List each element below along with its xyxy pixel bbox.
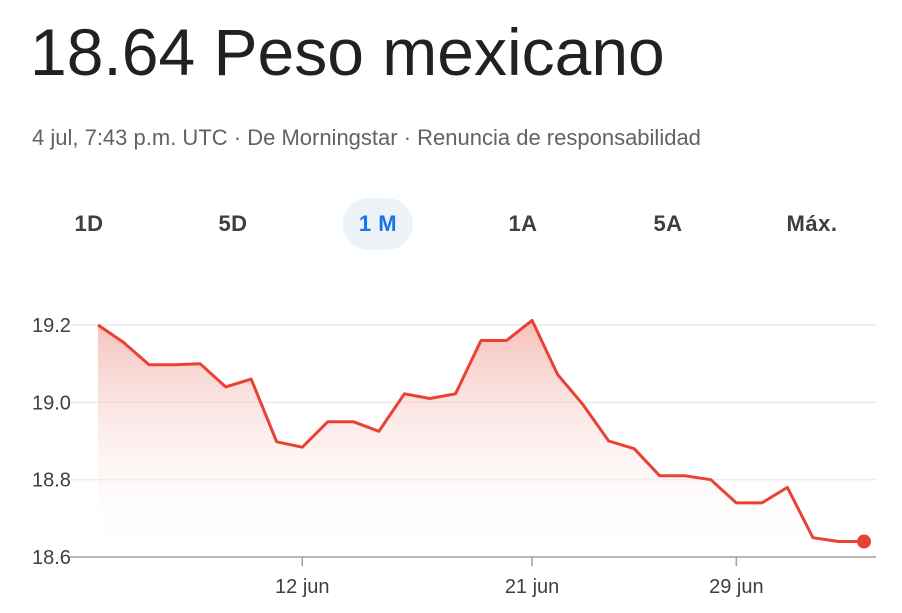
area-fill [98,320,864,557]
currency-name: Peso mexicano [213,15,665,89]
tab-1d[interactable]: 1D [74,211,104,236]
x-tick-label: 29 jun [709,576,764,598]
tab-max[interactable]: Máx. [786,211,838,236]
x-tick-label: 21 jun [505,576,560,598]
y-tick-label: 19.0 [32,392,71,414]
tab-1m[interactable]: 1 M [342,198,414,250]
source-link[interactable]: De Morningstar [247,125,398,150]
x-tick-label: 12 jun [275,576,330,598]
timestamp: 4 jul, 7:43 p.m. UTC [32,125,228,150]
series-line [97,318,864,543]
price-value: 18.64 [30,15,196,89]
quote-meta: 4 jul, 7:43 p.m. UTC · De Morningstar · … [32,125,701,151]
y-tick-label: 18.8 [32,470,71,492]
last-point-marker [857,534,871,549]
tab-5a[interactable]: 5A [653,211,683,236]
y-axis-labels: 18.6 18.8 19.0 19.2 [32,315,71,569]
tab-5d[interactable]: 5D [218,211,248,236]
tab-1a[interactable]: 1A [508,211,538,236]
x-axis-ticks: 12 jun 21 jun 29 jun [275,557,764,598]
separator: · [227,125,248,150]
price-chart[interactable]: 18.6 18.8 19.0 19.2 12 jun 21 jun 29 jun [0,280,902,613]
page-title: 18.64 Peso mexicano [30,14,665,90]
range-tabs: 1D 5D 1 M 1A 5A Máx. [0,198,902,252]
y-tick-label: 19.2 [32,315,71,337]
separator: · [397,125,418,150]
disclaimer-link[interactable]: Renuncia de responsabilidad [417,125,701,150]
y-tick-label: 18.6 [32,547,71,569]
